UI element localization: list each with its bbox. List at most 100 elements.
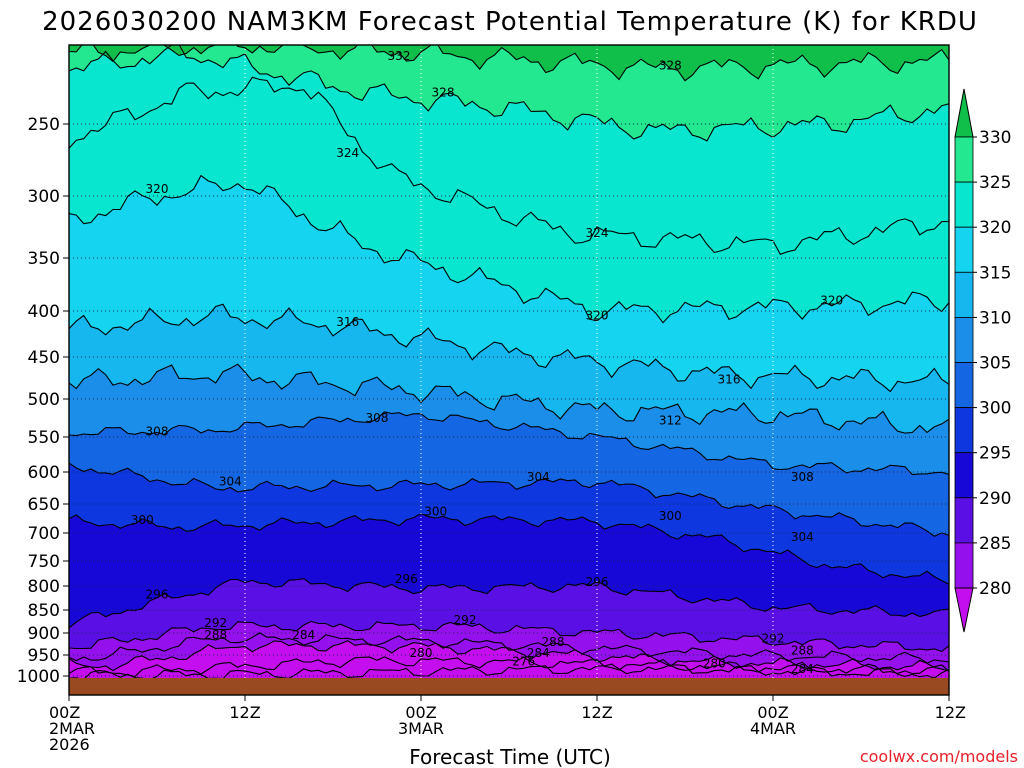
ground-band [69, 678, 949, 695]
y-tick-label: 650 [28, 495, 60, 515]
x-tick-label: 12Z [581, 703, 612, 722]
contour-label: 320 [586, 309, 609, 323]
contour-label: 280 [410, 646, 433, 660]
colorbar-tick-label: 280 [979, 579, 1011, 599]
y-tick-label: 400 [28, 302, 60, 322]
contour-label: 292 [204, 616, 227, 630]
contour-label: 320 [820, 293, 843, 307]
colorbar-tick-label: 325 [979, 173, 1011, 193]
isotherm-300 [69, 512, 949, 585]
x-tick-label: 4MAR [750, 719, 796, 738]
isotherm-320 [69, 174, 949, 324]
colorbar-swatch [954, 362, 974, 408]
y-tick-label: 900 [28, 624, 60, 644]
colorbar-swatch [954, 226, 974, 273]
isotherm-312 [69, 363, 949, 434]
y-tick-label: 350 [28, 249, 60, 269]
contour-label: 304 [527, 470, 550, 484]
contour-label: 296 [395, 572, 418, 586]
contour-label: 316 [336, 315, 359, 329]
chart-title: 2026030200 NAM3KM Forecast Potential Tem… [42, 7, 978, 37]
contour-label: 316 [718, 373, 741, 387]
colorbar-tick-label: 300 [979, 399, 1011, 419]
colorbar-tick-label: 295 [979, 444, 1011, 464]
contour-label: 300 [424, 505, 447, 519]
y-tick-label: 500 [28, 390, 60, 410]
colorbar-tick-label: 285 [979, 534, 1011, 554]
colorbar-tick-label: 310 [979, 308, 1011, 328]
isotherm-304 [69, 462, 949, 537]
contour-label: 328 [659, 59, 682, 73]
contour-label: 288 [791, 644, 814, 658]
credit-text: coolwx.com/models [860, 747, 1018, 766]
contour-label-layer: 332 328 328 324 320 324 320 316 320 316 312 308 308 3… [131, 49, 843, 676]
contour-label: 276 [512, 654, 535, 668]
isotherm-324 [69, 76, 949, 255]
y-tick-label: 1000 [17, 667, 60, 687]
contour-label: 296 [586, 575, 609, 589]
grid-layer [68, 45, 950, 678]
contour-fill-layer [69, 45, 949, 680]
y-tick-label: 250 [28, 115, 60, 135]
x-tick-label: 2026 [49, 735, 90, 754]
y-tick-label: 750 [28, 552, 60, 572]
contour-label: 332 [388, 49, 411, 63]
contour-label: 324 [586, 226, 609, 240]
isotherm-316 [69, 303, 949, 393]
contour-label: 280 [703, 656, 726, 670]
contour-label: 328 [432, 85, 455, 99]
contour-label: 320 [146, 182, 169, 196]
colorbar-tick-label: 330 [979, 128, 1011, 148]
y-tick-label: 600 [28, 463, 60, 483]
x-tick-label: 12Z [229, 703, 260, 722]
isotherm-296 [69, 578, 949, 629]
contour-label: 304 [219, 475, 242, 489]
contour-label: 300 [659, 509, 682, 523]
colorbar-tick-label: 315 [979, 263, 1011, 283]
contour-label: 284 [292, 628, 315, 642]
contour-label: 284 [527, 646, 550, 660]
colorbar-swatch [954, 407, 974, 454]
colorbar-swatch [954, 316, 974, 363]
isotherm-308 [69, 411, 949, 476]
colorbar-swatch [954, 181, 974, 228]
isotherm-328 [69, 45, 949, 142]
y-tick-label: 700 [28, 524, 60, 544]
colorbar-tick-label: 305 [979, 354, 1011, 374]
x-tick-label: 3MAR [398, 719, 444, 738]
colorbar: 330 325 320 315 310 305 300 295 290 285 280 [954, 88, 1011, 633]
contour-label: 308 [366, 411, 389, 425]
isotherm-288 [69, 632, 949, 664]
x-tick-label: 00Z [757, 703, 788, 722]
y-tick-label: 950 [28, 646, 60, 666]
y-tick-label: 450 [28, 348, 60, 368]
contour-label: 292 [454, 613, 477, 627]
y-tick-label: 800 [28, 577, 60, 597]
isotherm-332 [69, 45, 949, 82]
colorbar-top-arrow [954, 88, 974, 138]
colorbar-swatch [954, 136, 974, 183]
colorbar-bottom-arrow [954, 587, 974, 633]
colorbar-swatch [954, 497, 974, 544]
colorbar-tick-label: 320 [979, 218, 1011, 238]
isotherm-292 [69, 620, 949, 653]
x-tick-label: 2MAR [49, 719, 95, 738]
contour-label: 308 [791, 470, 814, 484]
contour-label: 284 [791, 662, 814, 676]
contour-label: 300 [131, 513, 154, 527]
x-tick-label: 12Z [935, 703, 966, 722]
contour-label: 292 [762, 631, 785, 645]
colorbar-swatch [954, 271, 974, 318]
colorbar-tick-label: 290 [979, 489, 1011, 509]
contour-label: 308 [146, 425, 169, 439]
plot-frame [68, 44, 950, 696]
band-above-328 [69, 45, 949, 141]
band-above-332 [69, 45, 949, 81]
contour-label: 296 [146, 588, 169, 602]
colorbar-swatch [954, 452, 974, 499]
y-tick-label: 300 [28, 187, 60, 207]
y-tick-label: 850 [28, 601, 60, 621]
colorbar-swatch [954, 542, 974, 589]
